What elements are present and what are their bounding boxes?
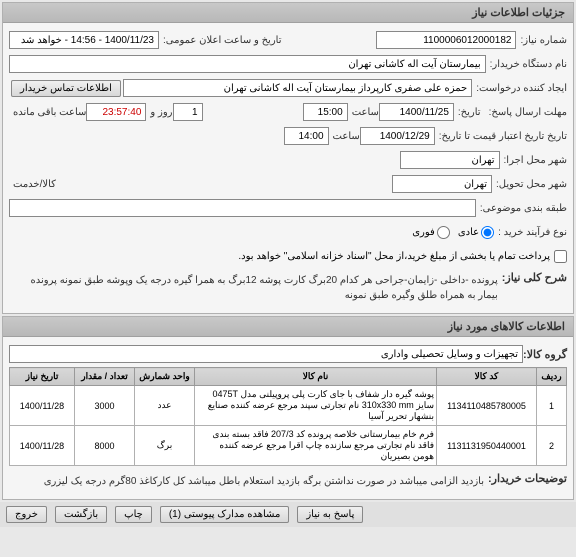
org-label: نام دستگاه خریدار: bbox=[490, 59, 567, 70]
print-button[interactable]: چاپ bbox=[115, 506, 152, 523]
time-remaining: 23:57:40 bbox=[86, 103, 146, 121]
requester-value: حمزه علی صفری کارپرداز بیمارستان آیت اله… bbox=[123, 79, 472, 97]
payment-note: پرداخت تمام یا بخشی از مبلغ خرید،از محل … bbox=[238, 251, 550, 262]
notes-label: توضیحات خریدار: bbox=[488, 472, 567, 485]
table-row[interactable]: 2 1131131950440001 فرم خام بیمارستانی خل… bbox=[10, 426, 567, 466]
goods-panel: اطلاعات کالاهای مورد نیاز گروه کالا: تجه… bbox=[2, 316, 574, 500]
process-label: نوع فرآیند خرید : bbox=[498, 227, 567, 238]
view-docs-button[interactable]: مشاهده مدارک پیوستی (1) bbox=[160, 506, 290, 523]
respond-button[interactable]: پاسخ به نیاز bbox=[297, 506, 363, 523]
need-number-label: شماره نیاز: bbox=[520, 35, 567, 46]
need-number-value: 1100006012000182 bbox=[376, 31, 516, 49]
validity-time: 14:00 bbox=[284, 127, 329, 145]
announce-label: تاریخ و ساعت اعلان عمومی: bbox=[163, 35, 282, 46]
validity-label: تاریخ تاریخ اعتبار قیمت تا تاریخ: bbox=[439, 131, 567, 142]
deadline-date: 1400/11/25 bbox=[379, 103, 454, 121]
process-normal[interactable]: عادی bbox=[458, 226, 494, 239]
delivery-city-value: تهران bbox=[392, 175, 492, 193]
process-radio-group: عادی فوری bbox=[412, 226, 494, 239]
process-urgent[interactable]: فوری bbox=[412, 226, 450, 239]
goods-table: ردیف کد کالا نام کالا واحد شمارش تعداد /… bbox=[9, 367, 567, 466]
deadline-label: مهلت ارسال پاسخ: bbox=[489, 107, 567, 118]
group-label: گروه کالا: bbox=[523, 348, 567, 361]
desc-label: شرح کلی نیاز: bbox=[502, 271, 567, 284]
delivery-city-label: شهر محل تحویل: bbox=[496, 179, 567, 190]
table-header-row: ردیف کد کالا نام کالا واحد شمارش تعداد /… bbox=[10, 368, 567, 386]
category-value bbox=[9, 199, 476, 217]
requester-label: ایجاد کننده درخواست: bbox=[476, 83, 567, 94]
exit-button[interactable]: خروج bbox=[6, 506, 47, 523]
announce-value: 1400/11/23 - 14:56 - خواهد شد bbox=[9, 31, 159, 49]
panel-title: جزئیات اطلاعات نیاز bbox=[3, 3, 573, 23]
contact-button[interactable]: اطلاعات تماس خریدار bbox=[11, 80, 121, 97]
table-row[interactable]: 1 1134110485780005 پوشه گیره دار شفاف با… bbox=[10, 386, 567, 426]
notes-text: بازدید الزامی میباشد در صورت نداشتن برگه… bbox=[9, 470, 488, 493]
days-remaining: 1 bbox=[173, 103, 203, 121]
org-value: بیمارستان آیت اله کاشانی تهران bbox=[9, 55, 486, 73]
category-label: طبقه بندی موضوعی: bbox=[480, 203, 567, 214]
bottom-toolbar: پاسخ به نیاز مشاهده مدارک پیوستی (1) چاپ… bbox=[0, 502, 576, 527]
validity-date: 1400/12/29 bbox=[360, 127, 435, 145]
goods-panel-title: اطلاعات کالاهای مورد نیاز bbox=[3, 317, 573, 337]
deadline-time: 15:00 bbox=[303, 103, 348, 121]
return-button[interactable]: بازگشت bbox=[55, 506, 107, 523]
exec-city-label: شهر محل اجرا: bbox=[504, 155, 567, 166]
need-details-panel: جزئیات اطلاعات نیاز شماره نیاز: 11000060… bbox=[2, 2, 574, 314]
desc-text: پرونده -داخلی -زایمان-جراحی هر کدام 20بر… bbox=[9, 269, 502, 307]
exec-city-value: تهران bbox=[400, 151, 500, 169]
treasury-checkbox[interactable] bbox=[554, 250, 567, 263]
group-value: تجهیزات و وسایل تحصیلی واداری bbox=[9, 345, 523, 363]
